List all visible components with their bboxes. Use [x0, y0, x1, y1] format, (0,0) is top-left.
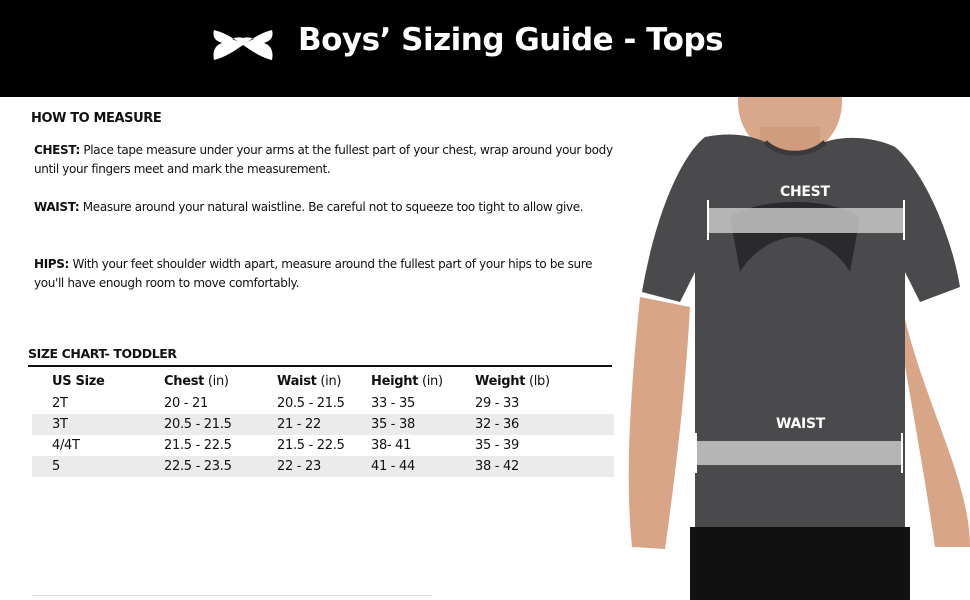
header-banner: Boys’ Sizing Guide - Tops	[0, 0, 970, 97]
boy-in-shirt-illustration	[628, 97, 970, 600]
cell: 2T	[52, 396, 68, 411]
waist-text: Measure around your natural waistline. B…	[79, 200, 584, 214]
table-header-row: US Size Chest (in) Waist (in) Height (in…	[32, 370, 614, 393]
col-header: Weight (lb)	[475, 374, 550, 389]
chest-label: CHEST:	[34, 143, 80, 157]
cell: 32 - 36	[475, 414, 614, 435]
how-to-measure-heading: HOW TO MEASURE	[31, 111, 162, 126]
cell: 20 - 21	[164, 396, 208, 411]
footer-divider	[32, 595, 432, 596]
hips-instructions: HIPS: With your feet shoulder width apar…	[34, 255, 614, 293]
table-row: 4/4T 21.5 - 22.5 21.5 - 22.5 38- 41 35 - 39	[32, 435, 614, 456]
cell: 21.5 - 22.5	[277, 438, 345, 453]
waist-label: WAIST:	[34, 200, 80, 214]
col-header: US Size	[52, 374, 105, 389]
cell: 20.5 - 21.5	[277, 396, 345, 411]
cell: 5	[32, 456, 164, 477]
col-header: Height (in)	[371, 374, 443, 389]
cell: 41 - 44	[371, 456, 475, 477]
waist-instructions: WAIST: Measure around your natural waist…	[34, 198, 614, 217]
cell: 33 - 35	[371, 396, 415, 411]
model-photo: CHEST WAIST	[620, 97, 970, 600]
cell: 21.5 - 22.5	[164, 438, 232, 453]
cell: 38 - 42	[475, 456, 614, 477]
col-header: Chest (in)	[164, 374, 229, 389]
divider	[28, 365, 612, 367]
cell: 4/4T	[52, 438, 80, 453]
cell: 21 - 22	[277, 414, 371, 435]
chest-measure-label: CHEST	[780, 184, 830, 200]
size-chart-table: US Size Chest (in) Waist (in) Height (in…	[32, 370, 614, 477]
cell: 29 - 33	[475, 396, 519, 411]
cell: 35 - 38	[371, 414, 475, 435]
cell: 22.5 - 23.5	[164, 456, 277, 477]
cell: 3T	[32, 414, 164, 435]
size-chart-title: SIZE CHART- TODDLER	[28, 346, 177, 361]
col-header: Waist (in)	[277, 374, 342, 389]
under-armour-logo	[213, 30, 273, 60]
cell: 22 - 23	[277, 456, 371, 477]
table-row: 3T 20.5 - 21.5 21 - 22 35 - 38 32 - 36	[32, 414, 614, 435]
page-title: Boys’ Sizing Guide - Tops	[298, 22, 724, 58]
hips-text: With your feet shoulder width apart, mea…	[34, 257, 593, 290]
table-row: 2T 20 - 21 20.5 - 21.5 33 - 35 29 - 33	[32, 393, 614, 414]
waist-measure-label: WAIST	[776, 416, 825, 432]
chest-text: Place tape measure under your arms at th…	[34, 143, 613, 176]
cell: 20.5 - 21.5	[164, 414, 277, 435]
cell: 38- 41	[371, 438, 412, 453]
hips-label: HIPS:	[34, 257, 69, 271]
cell: 35 - 39	[475, 438, 519, 453]
chest-instructions: CHEST: Place tape measure under your arm…	[34, 141, 614, 179]
table-row: 5 22.5 - 23.5 22 - 23 41 - 44 38 - 42	[32, 456, 614, 477]
